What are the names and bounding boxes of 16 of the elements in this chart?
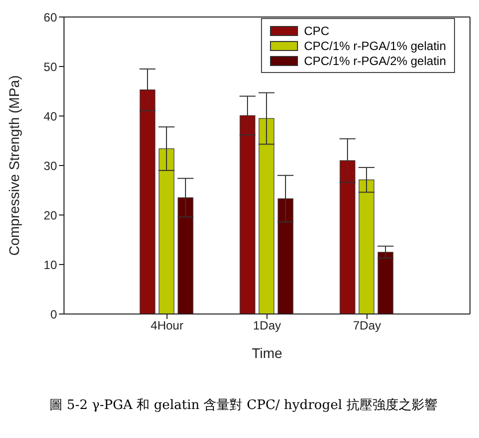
x-axis-title: Time — [252, 345, 283, 361]
legend-label: CPC/1% r-PGA/2% gelatin — [304, 54, 446, 68]
y-tick-label: 30 — [44, 158, 58, 173]
y-tick-label: 0 — [50, 307, 58, 322]
legend-label: CPC/1% r-PGA/1% gelatin — [304, 38, 446, 52]
x-tick-label: 1Day — [252, 318, 282, 333]
y-tick-label: 20 — [44, 208, 58, 222]
x-tick-label: 4Hour — [150, 318, 184, 333]
caption: 圖 5-2 γ-PGA 和 gelatin 含量對 CPC/ hydrogel 抗壓強度之影響 — [48, 397, 438, 414]
y-tick-label: 60 — [44, 10, 58, 24]
y-axis-title: Compressive Strength (MPa) — [6, 75, 22, 256]
y-tick-label: 10 — [44, 258, 58, 272]
y-tick-label: 50 — [44, 60, 58, 74]
x-tick-label: 7Day — [352, 318, 382, 333]
y-tick-label: 40 — [44, 109, 58, 124]
legend-label: CPC — [304, 24, 330, 38]
